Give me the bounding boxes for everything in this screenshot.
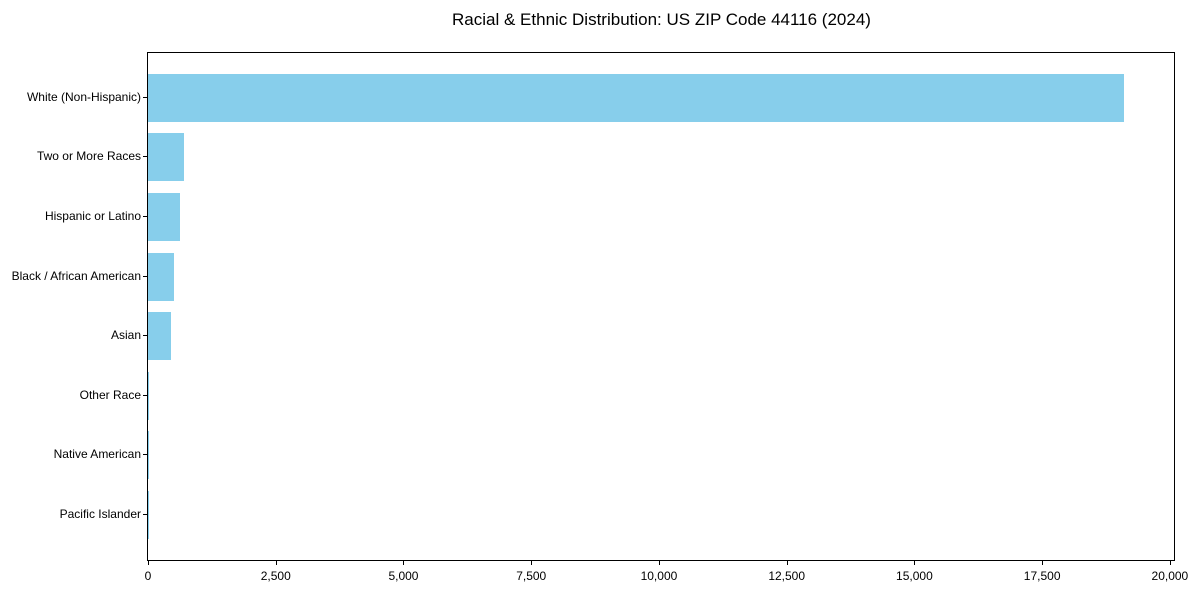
y-tick-label: Other Race bbox=[79, 387, 141, 402]
x-tick-mark bbox=[658, 561, 660, 565]
x-tick-label: 12,500 bbox=[768, 569, 806, 583]
chart-title: Racial & Ethnic Distribution: US ZIP Cod… bbox=[452, 10, 871, 29]
bar-black-african-american bbox=[148, 252, 175, 301]
x-tick-label: 5,000 bbox=[388, 569, 419, 583]
y-tick-mark bbox=[143, 513, 147, 515]
x-tick-label: 7,500 bbox=[516, 569, 547, 583]
x-tick-mark bbox=[148, 561, 149, 565]
x-tick-mark bbox=[403, 561, 405, 565]
x-tick-mark bbox=[275, 561, 277, 565]
x-tick-mark bbox=[1169, 561, 1171, 565]
y-tick-label: White (Non-Hispanic) bbox=[26, 89, 141, 104]
x-tick-mark bbox=[531, 561, 533, 565]
y-tick-mark bbox=[143, 275, 147, 277]
y-tick-label: Pacific Islander bbox=[59, 506, 141, 521]
y-tick-label: Black / African American bbox=[11, 268, 141, 283]
y-tick-label: Two or More Races bbox=[36, 149, 141, 164]
bar-hispanic-or-latino bbox=[148, 192, 180, 241]
y-tick-label: Native American bbox=[53, 447, 141, 462]
x-tick-mark bbox=[1042, 561, 1044, 565]
bar-two-or-more-races bbox=[148, 133, 184, 182]
y-tick-label: Asian bbox=[110, 328, 141, 343]
x-tick-label: 10,000 bbox=[640, 569, 678, 583]
y-tick-mark bbox=[143, 156, 147, 158]
x-tick-label: 17,500 bbox=[1023, 569, 1061, 583]
x-tick-label: 20,000 bbox=[1151, 569, 1189, 583]
x-tick-label: 2,500 bbox=[260, 569, 291, 583]
y-tick-mark bbox=[143, 215, 147, 217]
x-tick-mark bbox=[914, 561, 916, 565]
bar-white-non-hispanic bbox=[148, 73, 1124, 122]
bar-asian bbox=[148, 312, 171, 361]
y-tick-label: Hispanic or Latino bbox=[44, 208, 141, 223]
plot-area bbox=[147, 52, 1175, 561]
x-tick-label: 0 bbox=[144, 569, 152, 583]
y-tick-mark bbox=[143, 96, 147, 98]
y-tick-mark bbox=[143, 335, 147, 337]
y-tick-mark bbox=[143, 394, 147, 396]
x-tick-label: 15,000 bbox=[896, 569, 933, 583]
bar-other-race bbox=[148, 371, 150, 420]
y-tick-mark bbox=[143, 454, 147, 456]
x-tick-mark bbox=[786, 561, 788, 565]
